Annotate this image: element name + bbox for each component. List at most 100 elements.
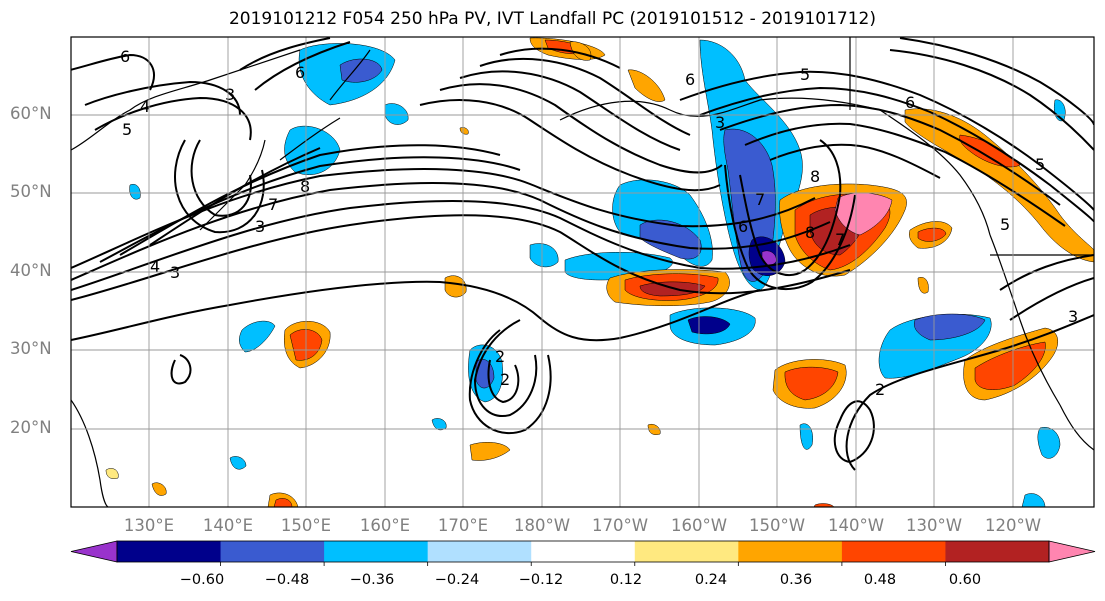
colorbar bbox=[70, 540, 1096, 566]
lon-label: 150°E bbox=[280, 516, 332, 535]
ivt-contour bbox=[999, 254, 1094, 291]
pv-negative-region bbox=[431, 418, 447, 431]
contour-labels: 6 3 5 4 3 6 6 5 3 8 7 8 7 6 4 3 6 8 7 5 … bbox=[120, 47, 1078, 399]
colorbar-segment bbox=[738, 541, 843, 562]
colorbar-segment bbox=[634, 541, 739, 562]
ivt-contour bbox=[744, 122, 1066, 227]
colorbar-label: −0.36 bbox=[349, 572, 395, 588]
pv-positive-region bbox=[917, 277, 929, 294]
pv-negative-region bbox=[384, 103, 409, 125]
contour-label: 2 bbox=[495, 347, 505, 366]
colorbar-label: −0.12 bbox=[518, 572, 564, 588]
colorbar-segment bbox=[117, 541, 222, 562]
pv-positive-region bbox=[469, 442, 511, 461]
contour-label: 3 bbox=[255, 217, 265, 236]
ivt-contour bbox=[1009, 277, 1094, 321]
ivt-contour bbox=[71, 214, 851, 301]
lon-label: 170°E bbox=[437, 516, 489, 535]
lon-label: 130°E bbox=[123, 516, 175, 535]
ivt-contours bbox=[71, 37, 1094, 471]
colorbar-segment bbox=[945, 541, 1050, 562]
colorbar-label: −0.48 bbox=[264, 572, 310, 588]
lon-label: 180°W bbox=[513, 516, 571, 535]
ivt-contour bbox=[719, 103, 1061, 206]
ivt-contour bbox=[170, 354, 192, 385]
lon-label: 160°E bbox=[359, 516, 411, 535]
contour-label: 7 bbox=[835, 230, 845, 249]
pv-positive-region bbox=[151, 482, 167, 496]
colorbar-label: 0.60 bbox=[948, 572, 982, 588]
ivt-contour bbox=[84, 80, 241, 116]
ivt-contour bbox=[254, 41, 351, 91]
colorbar-extend-high bbox=[1048, 540, 1096, 563]
coastline-bc bbox=[879, 109, 991, 236]
ivt-contour bbox=[459, 70, 681, 151]
colorbar-segment bbox=[324, 541, 429, 562]
contour-label: 3 bbox=[1068, 307, 1078, 326]
map-area: 6 3 5 4 3 6 6 5 3 8 7 8 7 6 4 3 6 8 7 5 … bbox=[71, 37, 1094, 507]
pv-positive-region bbox=[647, 424, 661, 435]
colorbar-label: −0.24 bbox=[434, 572, 480, 588]
contour-label: 8 bbox=[810, 167, 820, 186]
contour-label: 2 bbox=[875, 380, 885, 399]
contour-label: 4 bbox=[150, 257, 160, 276]
pv-negative-region bbox=[639, 219, 702, 260]
pv-positive-region bbox=[459, 127, 469, 135]
ivt-contour bbox=[679, 70, 1094, 211]
pv-positive-region bbox=[627, 69, 666, 102]
ivt-contour bbox=[739, 139, 842, 276]
contour-label: 4 bbox=[140, 97, 150, 116]
ivt-contour bbox=[499, 47, 621, 69]
coastline-mexico bbox=[1059, 404, 1094, 451]
contour-label: 5 bbox=[122, 120, 132, 139]
coastline-asia bbox=[71, 49, 301, 151]
colorbar-segment bbox=[531, 541, 636, 562]
lat-label: 40°N bbox=[10, 261, 52, 280]
colorbar-label: −0.60 bbox=[179, 572, 225, 588]
contour-label: 6 bbox=[905, 93, 915, 112]
ivt-contour bbox=[119, 144, 501, 256]
map-frame bbox=[70, 36, 1095, 508]
pv-negative-region bbox=[1021, 493, 1046, 507]
pv-positive-core bbox=[784, 366, 839, 401]
pv-negative-core bbox=[687, 316, 731, 335]
pv-positive-region bbox=[105, 468, 119, 479]
ivt-contour bbox=[889, 49, 1094, 151]
ivt-contour bbox=[149, 147, 321, 246]
ivt-contour bbox=[487, 359, 520, 404]
pv-negative-region bbox=[1037, 427, 1061, 459]
lon-label: 150°W bbox=[748, 516, 806, 535]
ivt-contour bbox=[71, 280, 761, 342]
ivt-contour bbox=[99, 156, 521, 263]
contour-label: 8 bbox=[300, 177, 310, 196]
contour-label: 6 bbox=[685, 70, 695, 89]
ivt-contour bbox=[479, 57, 691, 136]
ivt-contour bbox=[71, 200, 851, 291]
lon-label: 120°W bbox=[984, 516, 1042, 535]
pv-positive-core bbox=[974, 341, 1046, 390]
ivt-contour bbox=[419, 99, 721, 192]
colorbar-label: 0.36 bbox=[779, 572, 813, 588]
lon-label: 170°W bbox=[591, 516, 649, 535]
colorbar-segment bbox=[220, 541, 325, 562]
pv-negative-region bbox=[799, 423, 813, 450]
contour-label: 5 bbox=[1035, 155, 1045, 174]
coastline-kuril bbox=[279, 117, 341, 161]
ivt-contour bbox=[239, 37, 331, 71]
coastline-kamchatka bbox=[329, 49, 371, 101]
pv-negative-region bbox=[529, 243, 559, 268]
colorbar-label: 0.48 bbox=[863, 572, 897, 588]
contour-label: 3 bbox=[715, 113, 725, 132]
colorbar-segment bbox=[841, 541, 946, 562]
coastline-uswest bbox=[989, 234, 1061, 406]
ivt-contour bbox=[71, 182, 831, 281]
ivt-contour bbox=[769, 143, 941, 179]
contour-label: 5 bbox=[800, 65, 810, 84]
contour-label: 8 bbox=[805, 223, 815, 242]
lon-label: 140°W bbox=[827, 516, 885, 535]
lat-label: 50°N bbox=[10, 182, 52, 201]
lat-label: 30°N bbox=[10, 339, 52, 358]
ivt-contour bbox=[439, 83, 723, 174]
ivt-contour bbox=[174, 139, 265, 234]
